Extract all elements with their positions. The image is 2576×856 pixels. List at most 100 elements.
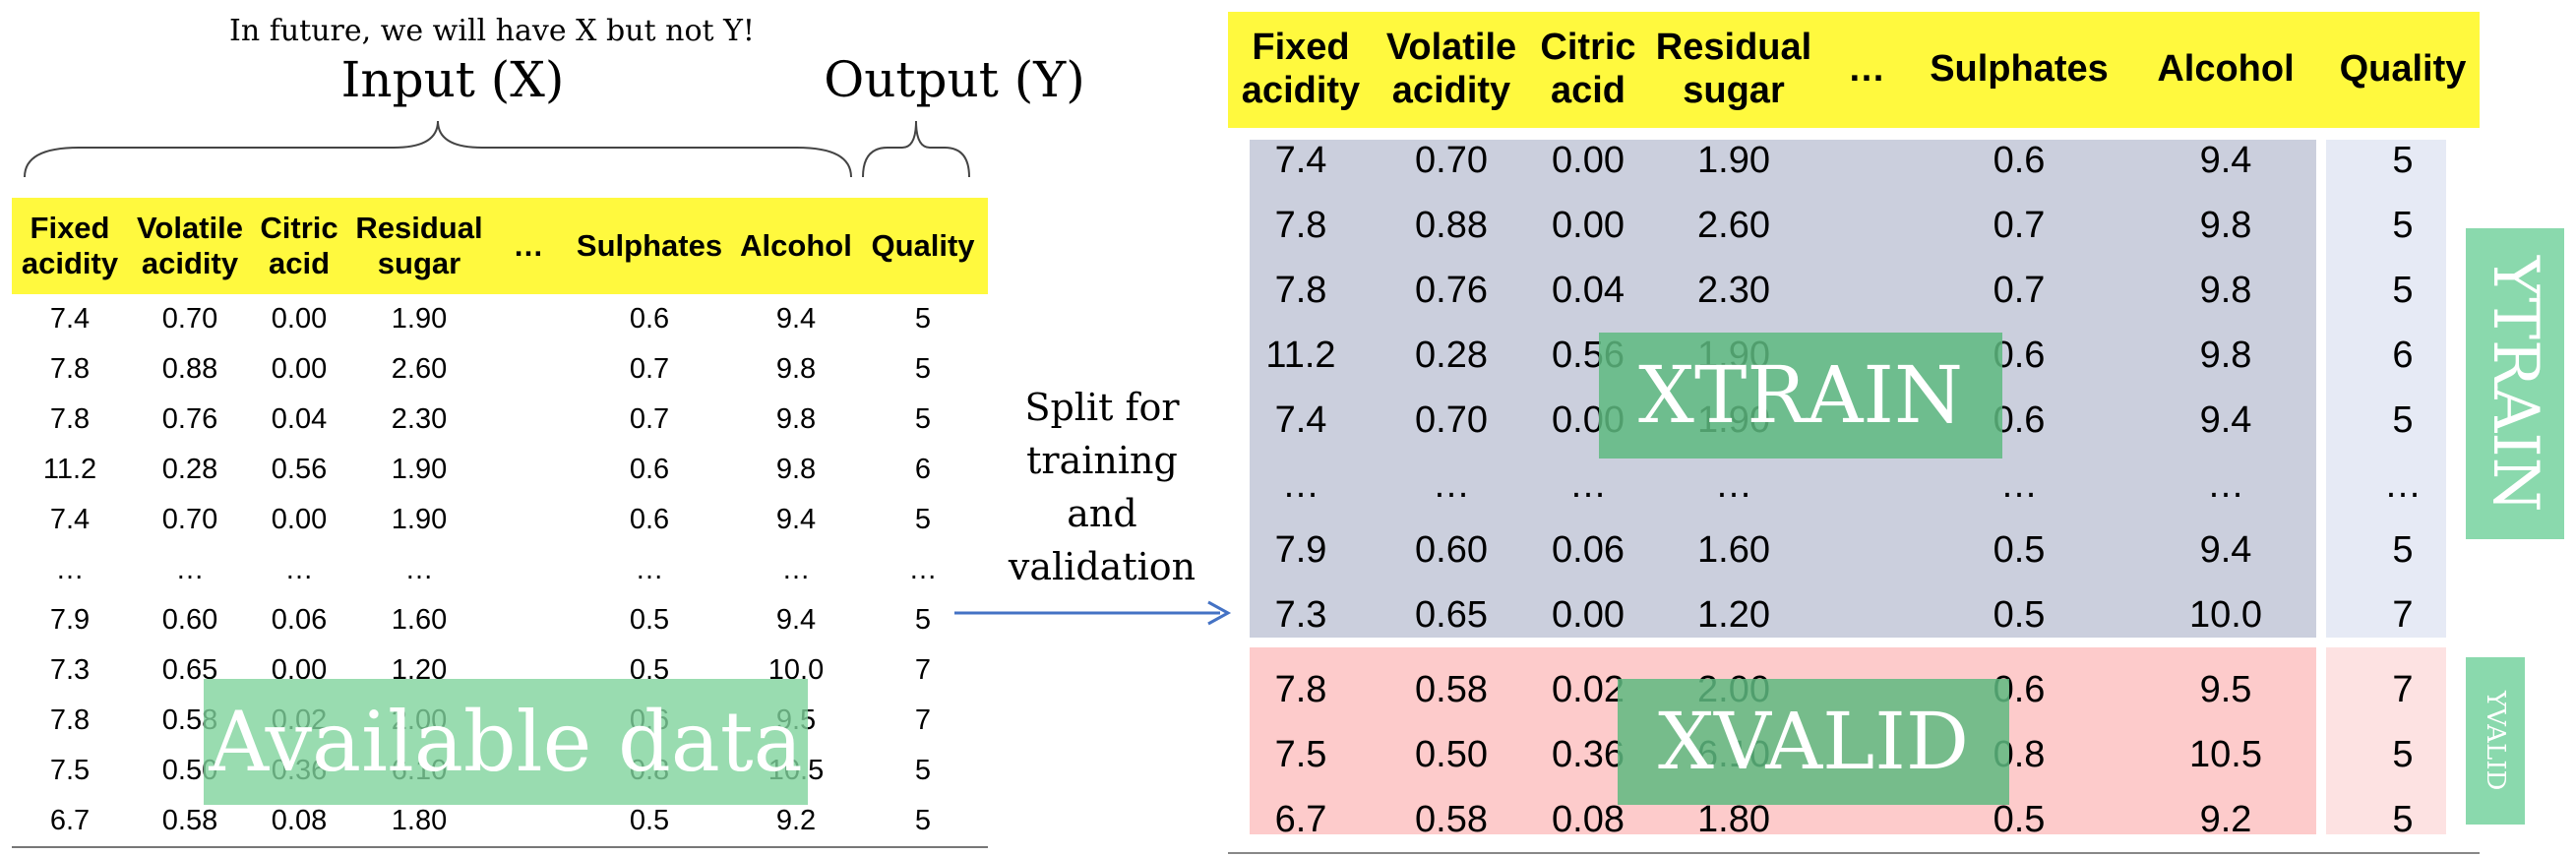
table-cell: 0.5 xyxy=(1993,528,2046,571)
table-cell: 7.3 xyxy=(49,654,91,686)
table-cell: 1.20 xyxy=(1697,593,1770,636)
column-header: … xyxy=(492,198,565,294)
split-label: Split for training and validation xyxy=(994,382,1210,594)
table-cell: 0.7 xyxy=(629,353,670,385)
split-label-line: and xyxy=(1067,491,1137,535)
column-header-line: acidity xyxy=(1391,70,1511,111)
column-header: Alcohol xyxy=(2125,12,2326,128)
table-cell: 2.60 xyxy=(1697,204,1770,246)
table-header-row: Fixed acidity Volatile acidity Citric acid Res… xyxy=(12,198,988,294)
table-cell: 9.8 xyxy=(775,403,817,435)
table-cell: 0.00 xyxy=(271,504,328,535)
table-cell: 9.8 xyxy=(2199,269,2252,311)
table-cell: … xyxy=(404,554,434,585)
column-header-line: … xyxy=(1848,48,1885,91)
table-cell: 0.00 xyxy=(1552,593,1625,636)
table-cell: 9.4 xyxy=(775,504,817,535)
column-header-line: acid xyxy=(268,246,331,280)
table-cell: 0.56 xyxy=(271,454,328,485)
table-row: 7.50.500.366.100.810.55 xyxy=(1228,722,2480,787)
table-cell: 0.7 xyxy=(1993,269,2046,311)
table-cell: 0.7 xyxy=(629,403,670,435)
table-cell: 0.00 xyxy=(1552,139,1625,181)
table-cell xyxy=(492,545,565,595)
column-header: Alcohol xyxy=(734,198,858,294)
table-cell: … xyxy=(1282,463,1319,506)
table-cell: 0.6 xyxy=(1993,139,2046,181)
table-cell: 6 xyxy=(2392,334,2414,376)
table-cell: 7.8 xyxy=(49,704,91,736)
table-cell: 0.06 xyxy=(1552,528,1625,571)
table-cell xyxy=(492,595,565,645)
table-cell: 0.06 xyxy=(271,604,328,636)
table-cell: 11.2 xyxy=(42,454,97,485)
table-cell: 0.6 xyxy=(629,454,670,485)
table-cell: 5 xyxy=(2392,398,2414,441)
table-cell: 5 xyxy=(2326,787,2480,854)
table-cell xyxy=(1820,258,1913,323)
table-cell: 0.88 xyxy=(161,353,218,385)
gap-cell xyxy=(2125,647,2326,657)
gap-cell xyxy=(1647,647,1820,657)
table-row: 7.8 0.88 0.00 2.60 0.7 9.8 5 xyxy=(1228,193,2480,258)
column-header: Volatile acidity xyxy=(1374,12,1529,128)
xtrain-highlight xyxy=(1599,333,2002,459)
table-cell xyxy=(492,445,565,495)
column-header-line: sugar xyxy=(1683,70,1785,111)
gap-cell xyxy=(1374,647,1529,657)
header-row: Fixed acidity Volatile acidity Citric acid Res… xyxy=(1228,12,2480,128)
column-header: Citric acid xyxy=(252,198,346,294)
column-header-line: Volatile xyxy=(137,211,243,246)
table-cell: 9.8 xyxy=(2199,334,2252,376)
table-cell: … xyxy=(55,554,85,585)
table-cell: 11.2 xyxy=(1265,334,1336,376)
table-cell: 6.7 xyxy=(1228,787,1374,854)
table-cell: … xyxy=(284,554,314,585)
table-cell: … xyxy=(2207,463,2244,506)
split-label-line: Split for xyxy=(1024,386,1180,429)
table-cell: 5 xyxy=(914,303,932,335)
table-cell xyxy=(492,395,565,445)
gap-cell xyxy=(1228,647,1374,657)
column-header-line: Sulphates xyxy=(1930,48,2109,91)
table-row: ………………… xyxy=(12,545,988,595)
table-cell: 0.76 xyxy=(1415,269,1488,311)
column-header-line: Sulphates xyxy=(576,228,723,264)
table-cell: 5 xyxy=(2392,528,2414,571)
split-label-line: validation xyxy=(1008,544,1196,588)
table-cell: 9.4 xyxy=(775,303,817,335)
table-cell: 5 xyxy=(2392,204,2414,246)
table-cell: 0.58 xyxy=(1374,787,1529,854)
ytrain-label: YTRAIN xyxy=(2479,255,2551,513)
table-cell: 0.04 xyxy=(271,403,328,435)
future-note: In future, we will have X but not Y! xyxy=(229,14,755,48)
table-cell: 9.5 xyxy=(2199,668,2252,710)
table-cell: 0.02 xyxy=(1552,668,1625,710)
table-cell: 7 xyxy=(2392,593,2414,636)
table-cell: 1.90 xyxy=(391,303,448,335)
table-cell: 10.0 xyxy=(2189,593,2262,636)
table-cell: 6.7 xyxy=(12,796,128,848)
table-cell: 0.50 xyxy=(1415,733,1488,775)
column-header-line: acidity xyxy=(141,246,239,280)
column-header-line: Alcohol xyxy=(740,228,852,264)
table-cell: 10.5 xyxy=(2189,733,2262,775)
table-cell: 0.65 xyxy=(1415,593,1488,636)
column-header: Fixed acidity xyxy=(12,198,128,294)
table-cell: … xyxy=(2000,463,2038,506)
table-cell: 0.04 xyxy=(1552,269,1625,311)
gap-cell xyxy=(2326,647,2480,657)
table-cell: 0.28 xyxy=(1415,334,1488,376)
table-row: 7.3 0.65 0.00 1.20 0.5 10.0 7 xyxy=(1228,582,2480,647)
table-cell: … xyxy=(1715,463,1752,506)
table-cell: 0.5 xyxy=(1993,593,2046,636)
column-header-line: Quality xyxy=(2339,48,2467,91)
table-cell: 5 xyxy=(914,504,932,535)
table-cell: … xyxy=(1569,463,1607,506)
column-header-line: Fixed xyxy=(1252,27,1350,69)
column-header-line: … xyxy=(513,228,544,264)
table-cell: 0.60 xyxy=(161,604,218,636)
table-cell: 7.4 xyxy=(49,303,91,335)
table-cell: 5 xyxy=(2392,139,2414,181)
table-cell: 7.3 xyxy=(1274,593,1327,636)
